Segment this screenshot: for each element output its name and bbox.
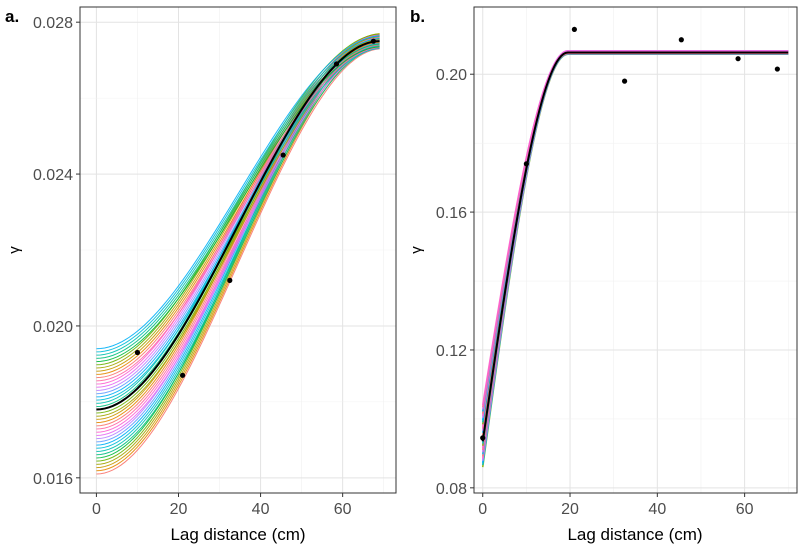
y-axis-label-a: γ xyxy=(6,246,23,254)
simulation-curve xyxy=(96,38,380,353)
y-tick-label: 0.016 xyxy=(33,471,73,488)
y-tick-label: 0.08 xyxy=(436,481,467,498)
x-tick-label: 40 xyxy=(252,501,270,518)
empirical-points-a xyxy=(134,38,377,378)
empirical-point xyxy=(480,435,486,441)
simulation-curve xyxy=(96,35,380,350)
x-tick-label: 0 xyxy=(478,501,487,518)
empirical-point xyxy=(774,66,780,72)
panel-a: a. 0 20 40 60 0.016 0.020 0.024 0.028 Lag dist… xyxy=(5,6,397,544)
y-tick-label: 0.16 xyxy=(436,205,467,222)
empirical-point xyxy=(571,26,577,33)
empirical-point xyxy=(280,152,286,158)
simulation-curve xyxy=(96,47,380,456)
y-tick-label: 0.020 xyxy=(33,319,73,336)
gridlines-a xyxy=(80,7,396,493)
simulation-curve xyxy=(96,46,380,436)
empirical-point xyxy=(134,349,141,356)
y-tick-label: 0.20 xyxy=(436,67,467,84)
empirical-point xyxy=(333,61,340,67)
x-tick-label: 20 xyxy=(170,501,188,518)
y-axis-ticks-b: 0.08 0.12 0.16 0.20 xyxy=(436,67,474,498)
simulation-curve xyxy=(96,46,380,363)
x-axis-ticks-b: 0 20 40 60 xyxy=(478,493,754,518)
x-tick-label: 60 xyxy=(736,501,754,518)
x-tick-label: 0 xyxy=(92,501,101,518)
empirical-point xyxy=(621,78,628,84)
empirical-point xyxy=(523,161,529,167)
simulation-curve xyxy=(96,48,380,475)
x-tick-label: 60 xyxy=(334,501,352,518)
empirical-points-b xyxy=(480,26,780,441)
fitted-variogram-curve-a xyxy=(96,40,380,411)
panel-label-b: b. xyxy=(410,7,425,26)
x-axis-ticks-a: 0 20 40 60 xyxy=(92,493,352,518)
y-axis-label-b: γ xyxy=(408,246,425,254)
y-tick-label: 0.12 xyxy=(436,343,467,360)
empirical-point xyxy=(678,37,684,43)
panel-label-a: a. xyxy=(5,7,19,26)
panel-b: b. 0 20 40 60 0.08 0.12 0.16 0.20 Lag distance… xyxy=(408,6,798,544)
plot-border-b xyxy=(473,6,798,494)
empirical-point xyxy=(370,38,377,44)
y-axis-ticks-a: 0.016 0.020 0.024 0.028 xyxy=(33,15,80,488)
x-axis-label-a: Lag distance (cm) xyxy=(170,525,305,544)
x-axis-label-b: Lag distance (cm) xyxy=(567,525,702,544)
fitted-variogram-curve-b xyxy=(481,51,789,442)
y-tick-label: 0.028 xyxy=(33,15,73,32)
plot-background-b xyxy=(474,7,797,493)
simulation-curve xyxy=(96,47,380,382)
x-tick-label: 40 xyxy=(648,501,666,518)
empirical-point xyxy=(179,372,186,378)
empirical-point xyxy=(735,56,741,62)
simulation-curve xyxy=(96,40,380,356)
empirical-point xyxy=(227,277,233,283)
plot-border-a xyxy=(79,6,397,494)
y-tick-label: 0.024 xyxy=(33,167,73,184)
x-tick-label: 20 xyxy=(561,501,579,518)
